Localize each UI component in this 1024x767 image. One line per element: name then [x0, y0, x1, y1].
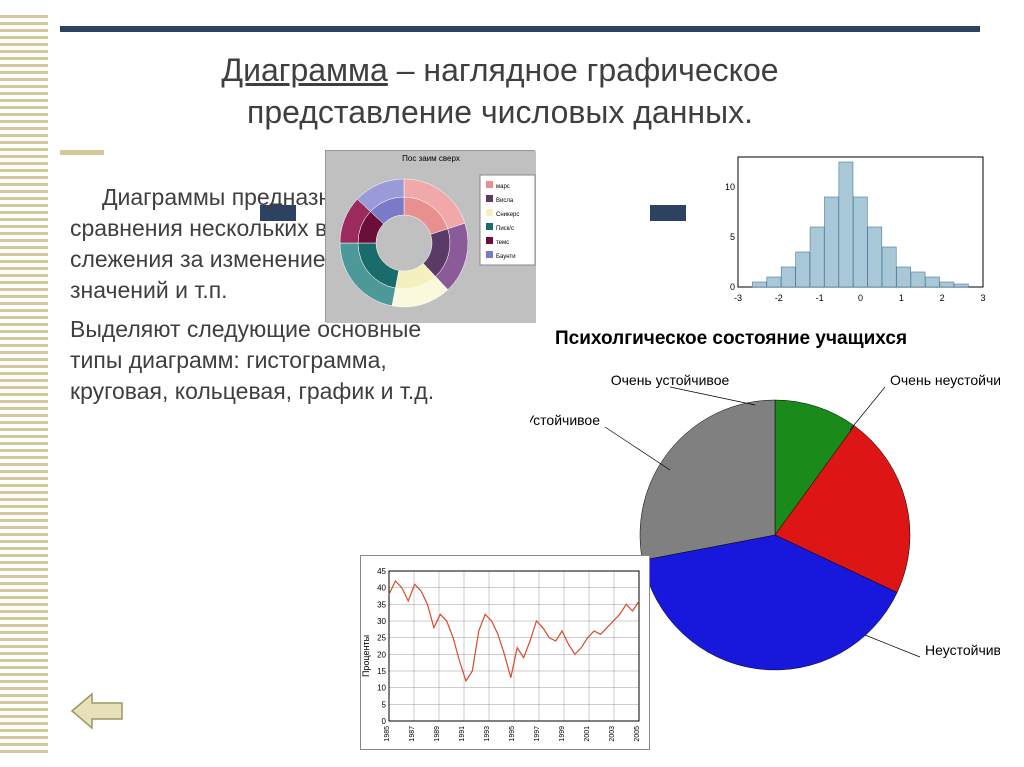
line-ylabel: Проценты: [361, 635, 371, 677]
svg-text:30: 30: [377, 617, 386, 626]
svg-text:3: 3: [980, 293, 985, 303]
svg-text:Устойчивое: Устойчивое: [530, 412, 600, 428]
svg-text:5: 5: [730, 232, 735, 242]
svg-text:5: 5: [382, 700, 387, 709]
svg-text:10: 10: [725, 182, 735, 192]
svg-text:1: 1: [899, 293, 904, 303]
svg-text:0: 0: [858, 293, 863, 303]
svg-text:25: 25: [377, 634, 386, 643]
svg-text:35: 35: [377, 600, 386, 609]
svg-text:марс: марс: [496, 184, 510, 190]
svg-text:-1: -1: [816, 293, 824, 303]
svg-text:15: 15: [377, 667, 386, 676]
svg-text:1991: 1991: [459, 726, 466, 742]
svg-text:1993: 1993: [484, 726, 491, 742]
svg-text:1987: 1987: [409, 726, 416, 742]
svg-text:45: 45: [377, 567, 386, 576]
svg-text:Неустойчивое: Неустойчивое: [925, 642, 1000, 658]
arrow-left-icon: [72, 694, 122, 728]
page-title: Диаграмма – наглядное графическое предст…: [120, 50, 880, 133]
svg-text:1999: 1999: [559, 726, 566, 742]
svg-text:темс: темс: [496, 240, 509, 246]
svg-text:Висла: Висла: [496, 198, 514, 204]
svg-text:40: 40: [377, 584, 386, 593]
svg-text:1989: 1989: [434, 726, 441, 742]
spiral-binding: [0, 15, 48, 755]
svg-text:0: 0: [730, 282, 735, 292]
svg-text:1997: 1997: [534, 726, 541, 742]
svg-text:2003: 2003: [609, 726, 616, 742]
svg-text:Писк/c: Писк/c: [496, 226, 514, 232]
svg-text:Очень неустойчивое: Очень неустойчивое: [890, 372, 1000, 388]
line-chart: 0 5 10 15 20 25 30 35 40 45 1985 1987 1989 1991 1993 1…: [360, 555, 650, 750]
svg-text:20: 20: [377, 650, 386, 659]
svg-text:Сникерс: Сникерс: [496, 212, 519, 218]
svg-text:2005: 2005: [634, 726, 641, 742]
accent-dash: [60, 150, 104, 155]
svg-text:Баунти: Баунти: [496, 254, 516, 260]
svg-text:-2: -2: [775, 293, 783, 303]
svg-text:2001: 2001: [584, 726, 591, 742]
svg-text:1985: 1985: [384, 726, 391, 742]
accent-bar: [60, 26, 980, 32]
histogram-chart: -3 -2 -1 0 1 2 3 0 5 10: [720, 152, 990, 307]
back-arrow-button[interactable]: [70, 690, 126, 737]
svg-text:10: 10: [377, 684, 386, 693]
donut-chart: Пос заим сверх марс Висла Сникерс Писк/c тем…: [325, 150, 535, 322]
svg-text:Очень устойчивое: Очень устойчивое: [611, 372, 730, 388]
donut-title: Пос заим сверх: [402, 154, 460, 163]
svg-text:-3: -3: [734, 293, 742, 303]
svg-text:1995: 1995: [509, 726, 516, 742]
svg-text:0: 0: [382, 717, 387, 726]
paragraph-2: Выделяют следующие основные типы диаграм…: [70, 314, 450, 407]
accent-dash-3: [650, 205, 686, 221]
title-underlined: Диаграмма: [221, 52, 387, 88]
svg-text:2: 2: [940, 293, 945, 303]
pie-title: Психолгическое состояние учащихся: [555, 328, 907, 350]
